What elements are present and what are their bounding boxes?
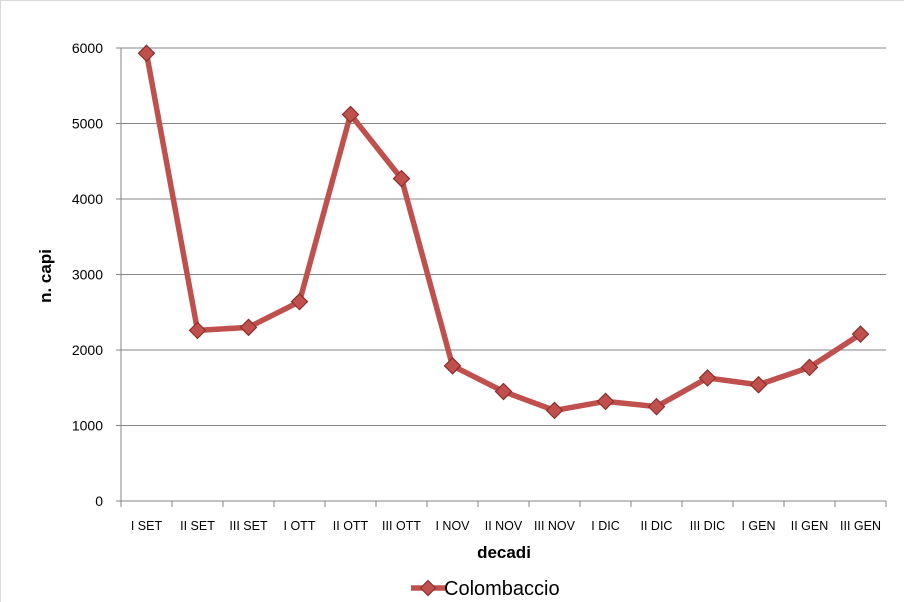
legend: Colombaccio (411, 578, 560, 600)
y-tick-label: 5000 (72, 116, 103, 132)
data-point-marker (137, 44, 156, 63)
y-axis-title: n. capi (36, 249, 55, 303)
x-tick-label: I DIC (591, 519, 619, 533)
x-tick-label: I NOV (435, 519, 470, 533)
data-point-marker (494, 382, 513, 401)
x-tick-label: I GEN (741, 519, 775, 533)
legend-marker-swatch (419, 579, 437, 597)
axes (116, 47, 887, 507)
data-point-marker (800, 358, 819, 377)
series-layer (137, 44, 870, 420)
x-tick-label: III NOV (534, 519, 576, 533)
x-axis-title: decadi (477, 543, 531, 562)
data-point-marker (341, 105, 360, 124)
x-tick-labels: I SET II SET III SET I OTT II OTT III OTT I NO… (131, 519, 881, 533)
y-tick-label: 3000 (72, 267, 103, 283)
x-tick-label: III GEN (840, 519, 881, 533)
x-tick-label: I SET (131, 519, 163, 533)
data-point-marker (596, 392, 615, 411)
legend-label: Colombaccio (444, 578, 560, 600)
data-point-marker (443, 357, 462, 375)
x-tick-label: I OTT (284, 519, 316, 533)
x-tick-label: II NOV (485, 519, 523, 533)
x-tick-label: II GEN (791, 519, 829, 533)
data-point-marker (188, 321, 207, 340)
y-tick-label: 4000 (72, 191, 103, 207)
y-tick-label: 6000 (72, 40, 103, 56)
y-tick-label: 1000 (72, 418, 103, 434)
y-tick-labels: 0 1000 2000 3000 4000 5000 6000 (72, 40, 103, 509)
x-tick-label: II DIC (641, 519, 673, 533)
x-tick-label: III DIC (690, 519, 725, 533)
data-point-marker (851, 325, 870, 343)
data-point-marker (290, 292, 309, 311)
data-point-marker (749, 375, 768, 394)
data-point-marker (239, 318, 258, 337)
x-tick-label: II SET (180, 519, 215, 533)
x-tick-label: III SET (229, 519, 268, 533)
y-tick-label: 2000 (72, 342, 103, 358)
data-point-marker (647, 397, 666, 416)
data-point-marker (698, 369, 717, 387)
x-tick-label: III OTT (382, 519, 421, 533)
gridlines (121, 47, 886, 426)
x-tick-label: II OTT (333, 519, 369, 533)
data-point-marker (392, 169, 411, 188)
data-point-marker (545, 401, 564, 420)
y-tick-label: 0 (95, 493, 103, 509)
series-line (143, 50, 864, 414)
